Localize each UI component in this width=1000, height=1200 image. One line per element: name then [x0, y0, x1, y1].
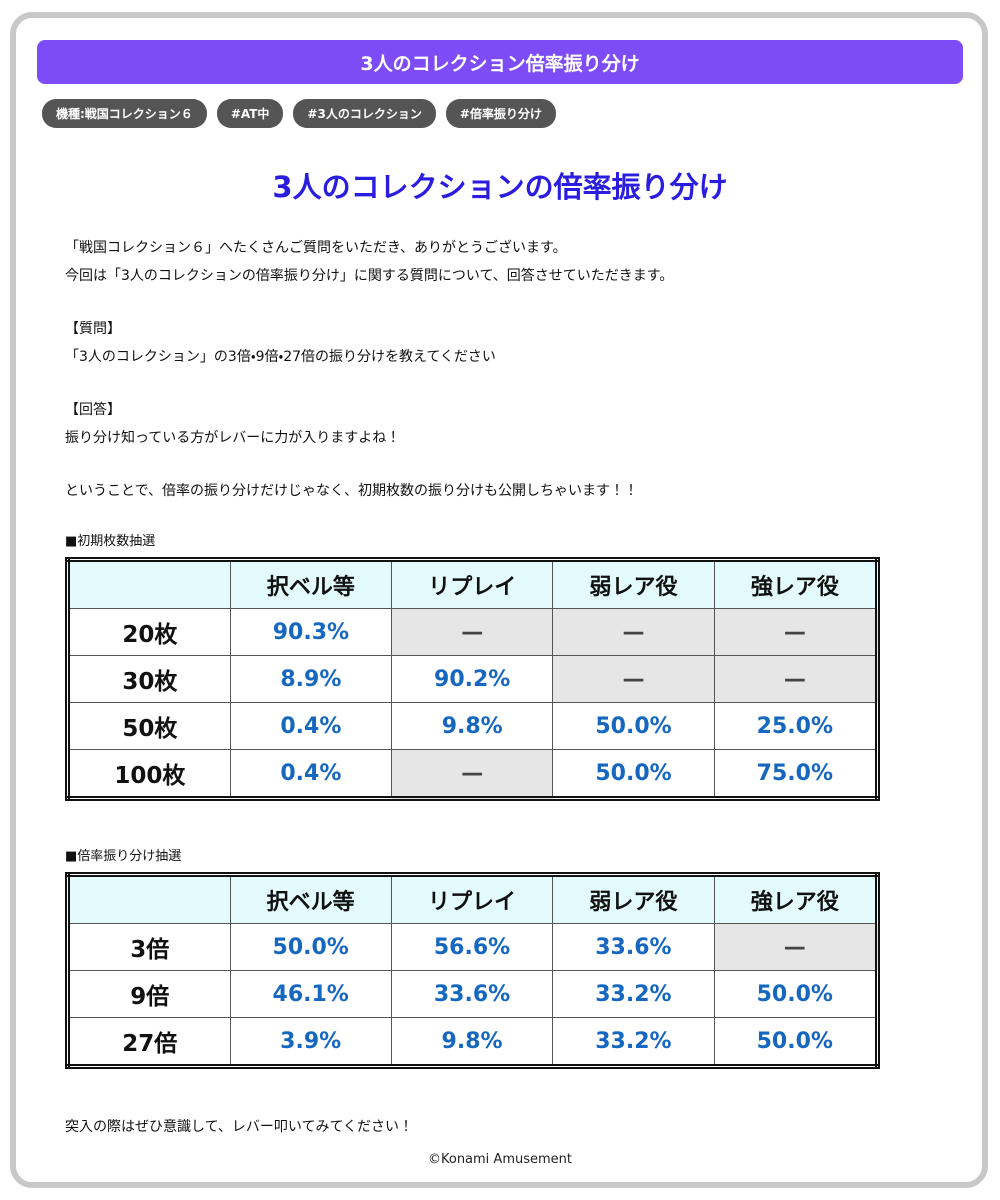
cell: 50.0%: [229, 923, 392, 971]
cell: 0.4%: [229, 749, 393, 799]
paragraph: ということで、倍率の振り分けだけじゃなく、初期枚数の振り分けも公開しちゃいます！…: [65, 477, 945, 505]
text-line: 【回答】: [65, 402, 121, 418]
text-line: 「3人のコレクション」の3倍・9倍・27倍の振り分けを教えてください: [65, 349, 496, 365]
cell: 0.4%: [229, 702, 393, 750]
table-row: 27倍 3.9% 9.8% 33.2% 50.0%: [67, 1017, 879, 1067]
row-label: 100枚: [67, 749, 231, 799]
cell: 33.6%: [390, 970, 554, 1018]
column-header: 弱レア役: [552, 559, 715, 609]
cell: 50.0%: [713, 970, 879, 1018]
column-header: 弱レア役: [552, 874, 715, 924]
text-line: ということで、倍率の振り分けだけじゃなく、初期枚数の振り分けも公開しちゃいます！…: [65, 483, 639, 499]
column-header: 択ベル等: [229, 874, 392, 924]
data-table: 択ベル等 リプレイ 弱レア役 強レア役 3倍 50.0% 56.6% 33.6% —9倍 46.1…: [65, 872, 880, 1069]
copyright: ©Konami Amusement: [427, 1152, 572, 1167]
row-label: 50枚: [67, 702, 231, 750]
cell: —: [552, 608, 715, 656]
cell: —: [391, 749, 554, 799]
article-body: 「戦国コレクション６」へたくさんご質問をいただき、ありがとうございます。今回は「…: [65, 234, 945, 1141]
cell: —: [391, 608, 554, 656]
table-row: 50枚 0.4% 9.8% 50.0% 25.0%: [67, 702, 879, 750]
cell: —: [552, 655, 715, 703]
table-row: 20枚 90.3% — — —: [67, 608, 879, 656]
cell: 90.2%: [391, 655, 554, 703]
column-header: 択ベル等: [229, 559, 393, 609]
row-label: 20枚: [67, 608, 231, 656]
text-line: 「戦国コレクション６」へたくさんご質問をいただき、ありがとうございます。: [65, 240, 567, 256]
tag[interactable]: 機種:戦国コレクション６: [42, 99, 207, 128]
cell: 8.9%: [229, 655, 393, 703]
cell: 25.0%: [713, 702, 879, 750]
cell: 33.2%: [552, 1017, 715, 1067]
tag[interactable]: #AT中: [216, 99, 284, 128]
corner-cell: [67, 559, 231, 609]
paragraph: 【回答】振り分け知っている方がレバーに力が入りますよね！: [65, 396, 945, 452]
table-caption: ■倍率振り分け抽選: [65, 849, 182, 864]
article-heading: 3人のコレクションの倍率振り分け: [272, 170, 728, 204]
text-line: 今回は「3人のコレクションの倍率振り分け」に関する質問について、回答させていただ…: [65, 268, 674, 284]
cell: 33.2%: [552, 970, 715, 1018]
table-row: 3倍 50.0% 56.6% 33.6% —: [67, 923, 879, 971]
header-title: 3人のコレクション倍率振り分け: [37, 40, 963, 84]
column-header: リプレイ: [390, 874, 554, 924]
table-row: 30枚 8.9% 90.2% — —: [67, 655, 879, 703]
cell: 33.6%: [552, 923, 715, 971]
cell: 9.8%: [390, 1017, 554, 1067]
paragraph: 【質問】「3人のコレクション」の3倍・9倍・27倍の振り分けを教えてください: [65, 315, 945, 371]
row-label: 27倍: [67, 1017, 231, 1067]
cell: 50.0%: [552, 702, 715, 750]
header-row: 択ベル等 リプレイ 弱レア役 強レア役: [67, 874, 879, 924]
cell: 75.0%: [713, 749, 879, 799]
cell: 50.0%: [713, 1017, 879, 1067]
data-table: 択ベル等 リプレイ 弱レア役 強レア役 20枚 90.3% — — —30枚 8.9% 90.2% —…: [65, 557, 880, 801]
column-header: 強レア役: [713, 874, 879, 924]
cell: 90.3%: [229, 608, 393, 656]
cell: —: [713, 655, 879, 703]
tag[interactable]: #3人のコレクション: [293, 99, 436, 128]
table-row: 100枚 0.4% —50.0% 75.0%: [67, 749, 879, 799]
text-line: 【質問】: [65, 321, 121, 337]
column-header: リプレイ: [391, 559, 554, 609]
row-label: 30枚: [67, 655, 231, 703]
column-header: 強レア役: [713, 559, 879, 609]
cell: 3.9%: [229, 1017, 392, 1067]
paragraph: 「戦国コレクション６」へたくさんご質問をいただき、ありがとうございます。今回は「…: [65, 234, 945, 290]
cell: 56.6%: [390, 923, 554, 971]
table-row: 9倍 46.1% 33.6% 33.2% 50.0%: [67, 970, 879, 1018]
row-label: 3倍: [67, 923, 231, 971]
cell: 9.8%: [391, 702, 554, 750]
cell: —: [713, 923, 879, 971]
tag-list: 機種:戦国コレクション６ #AT中 #3人のコレクション #倍率振り分け: [42, 99, 556, 128]
cell: —: [713, 608, 879, 656]
corner-cell: [67, 874, 231, 924]
header-row: 択ベル等 リプレイ 弱レア役 強レア役: [67, 559, 879, 609]
closing-text: 突入の際はぜひ意識して、レバー叩いてみてください！: [65, 1119, 414, 1135]
cell: 46.1%: [229, 970, 392, 1018]
tag[interactable]: #倍率振り分け: [445, 99, 556, 128]
row-label: 9倍: [67, 970, 231, 1018]
text-line: 振り分け知っている方がレバーに力が入りますよね！: [65, 430, 401, 446]
table-caption: ■初期枚数抽選: [65, 534, 156, 549]
cell: 50.0%: [552, 749, 715, 799]
